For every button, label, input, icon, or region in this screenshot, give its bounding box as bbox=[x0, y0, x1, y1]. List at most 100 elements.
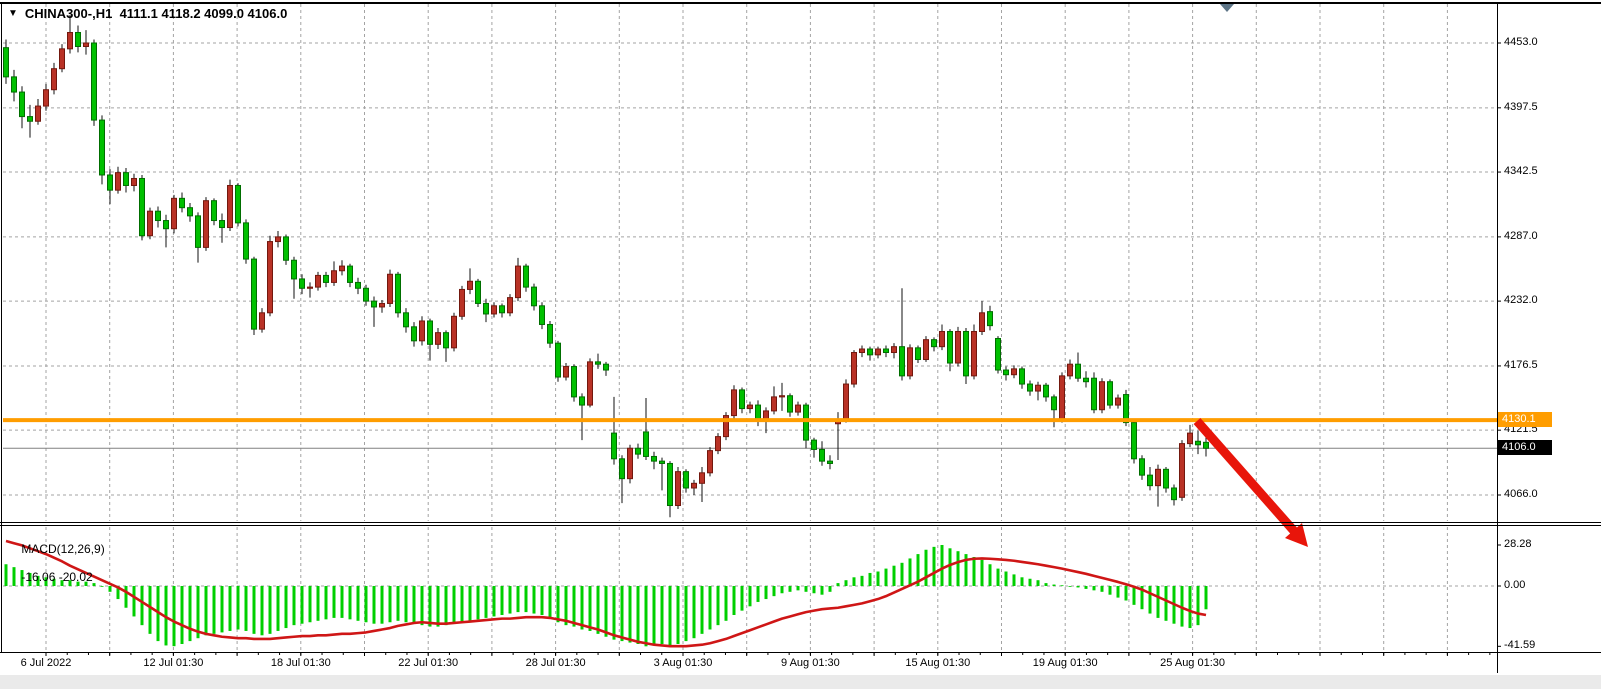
macd-bar bbox=[84, 581, 88, 586]
macd-bar bbox=[324, 586, 328, 620]
macd-bar bbox=[604, 586, 608, 637]
candle bbox=[963, 327, 969, 385]
candle bbox=[315, 271, 321, 291]
macd-bar bbox=[1132, 586, 1136, 605]
macd-bar bbox=[860, 575, 864, 586]
macd-bar bbox=[868, 572, 872, 586]
candle bbox=[627, 444, 633, 484]
candle bbox=[843, 379, 849, 423]
candle bbox=[147, 207, 153, 240]
candle bbox=[299, 274, 305, 295]
candle bbox=[339, 260, 345, 276]
macd-bar bbox=[228, 586, 232, 631]
macd-histogram bbox=[4, 544, 1208, 647]
trend-arrow[interactable] bbox=[1193, 418, 1308, 547]
macd-bar bbox=[1164, 586, 1168, 621]
candle bbox=[779, 382, 785, 411]
candle bbox=[771, 386, 777, 415]
candle bbox=[531, 283, 537, 311]
macd-bar bbox=[1204, 586, 1208, 610]
candle bbox=[371, 296, 377, 327]
macd-bar bbox=[652, 586, 656, 646]
candle bbox=[1139, 455, 1145, 480]
macd-bar bbox=[612, 586, 616, 640]
candle bbox=[419, 316, 425, 346]
candle bbox=[947, 329, 953, 372]
candle bbox=[667, 461, 673, 518]
candle bbox=[995, 336, 1001, 374]
macd-bar bbox=[356, 586, 360, 621]
macd-bar bbox=[796, 586, 800, 591]
macd-bar bbox=[180, 586, 184, 644]
panel-separator-top[interactable] bbox=[0, 522, 1601, 523]
macd-current-values: -16.06 -20.02 bbox=[21, 570, 93, 584]
candle bbox=[1051, 394, 1057, 428]
macd-bar bbox=[1052, 584, 1056, 586]
candle bbox=[803, 402, 809, 449]
candle bbox=[59, 44, 65, 73]
symbol-dropdown-icon[interactable]: ▼ bbox=[8, 8, 18, 19]
candle bbox=[859, 345, 865, 358]
macd-bar bbox=[116, 586, 120, 600]
candle bbox=[275, 231, 281, 248]
macd-bar bbox=[900, 562, 904, 586]
ohlc-values: 4111.1 4118.2 4099.0 4106.0 bbox=[119, 6, 288, 21]
macd-bar bbox=[892, 565, 896, 586]
candle bbox=[1011, 365, 1017, 379]
candle bbox=[659, 457, 665, 491]
macd-bar bbox=[756, 586, 760, 602]
candle bbox=[475, 278, 481, 307]
macd-bar bbox=[1076, 586, 1080, 588]
candle bbox=[491, 302, 497, 318]
macd-bar bbox=[636, 586, 640, 644]
candle bbox=[323, 271, 329, 288]
macd-bar bbox=[452, 586, 456, 624]
candle bbox=[3, 39, 9, 84]
candle bbox=[99, 115, 105, 185]
macd-bar bbox=[316, 586, 320, 621]
macd-bar bbox=[60, 580, 64, 586]
candle bbox=[19, 86, 25, 129]
candle bbox=[83, 30, 89, 55]
price-axis-label: 4342.5 bbox=[1504, 165, 1538, 178]
candle bbox=[1187, 424, 1193, 448]
macd-bar bbox=[844, 580, 848, 586]
macd-axis-label: 0.00 bbox=[1504, 579, 1526, 591]
macd-bar bbox=[1028, 578, 1032, 586]
candle bbox=[971, 324, 977, 380]
candle bbox=[251, 256, 257, 335]
status-strip bbox=[0, 675, 1601, 689]
macd-bar bbox=[836, 583, 840, 586]
axis-divider[interactable] bbox=[1497, 2, 1498, 673]
candle bbox=[307, 282, 313, 298]
macd-bar bbox=[556, 586, 560, 623]
macd-bar bbox=[668, 586, 672, 646]
candle bbox=[539, 302, 545, 330]
candle bbox=[11, 69, 17, 102]
macd-bar bbox=[388, 586, 392, 623]
macd-bar bbox=[740, 586, 744, 611]
macd-bar bbox=[1140, 586, 1144, 610]
macd-bar bbox=[284, 586, 288, 629]
candle bbox=[243, 219, 249, 264]
candle bbox=[1099, 378, 1105, 414]
macd-bar bbox=[12, 567, 16, 586]
candle bbox=[579, 393, 585, 441]
hline-price-badge: 4130.1 bbox=[1498, 412, 1552, 428]
macd-bar bbox=[148, 586, 152, 634]
macd-bar bbox=[820, 586, 824, 595]
panel-separator-bottom[interactable] bbox=[0, 525, 1601, 526]
macd-bar bbox=[548, 586, 552, 618]
macd-axis-label: 28.28 bbox=[1504, 537, 1532, 550]
macd-bar bbox=[372, 586, 376, 624]
candle bbox=[1035, 381, 1041, 401]
candle bbox=[1147, 466, 1153, 491]
candle bbox=[499, 303, 505, 318]
chart-shift-marker-icon[interactable] bbox=[1220, 4, 1234, 12]
macd-bar bbox=[20, 570, 24, 586]
time-axis-label: 28 Jul 01:30 bbox=[525, 657, 586, 669]
candle bbox=[483, 298, 489, 323]
macd-bar bbox=[140, 586, 144, 626]
